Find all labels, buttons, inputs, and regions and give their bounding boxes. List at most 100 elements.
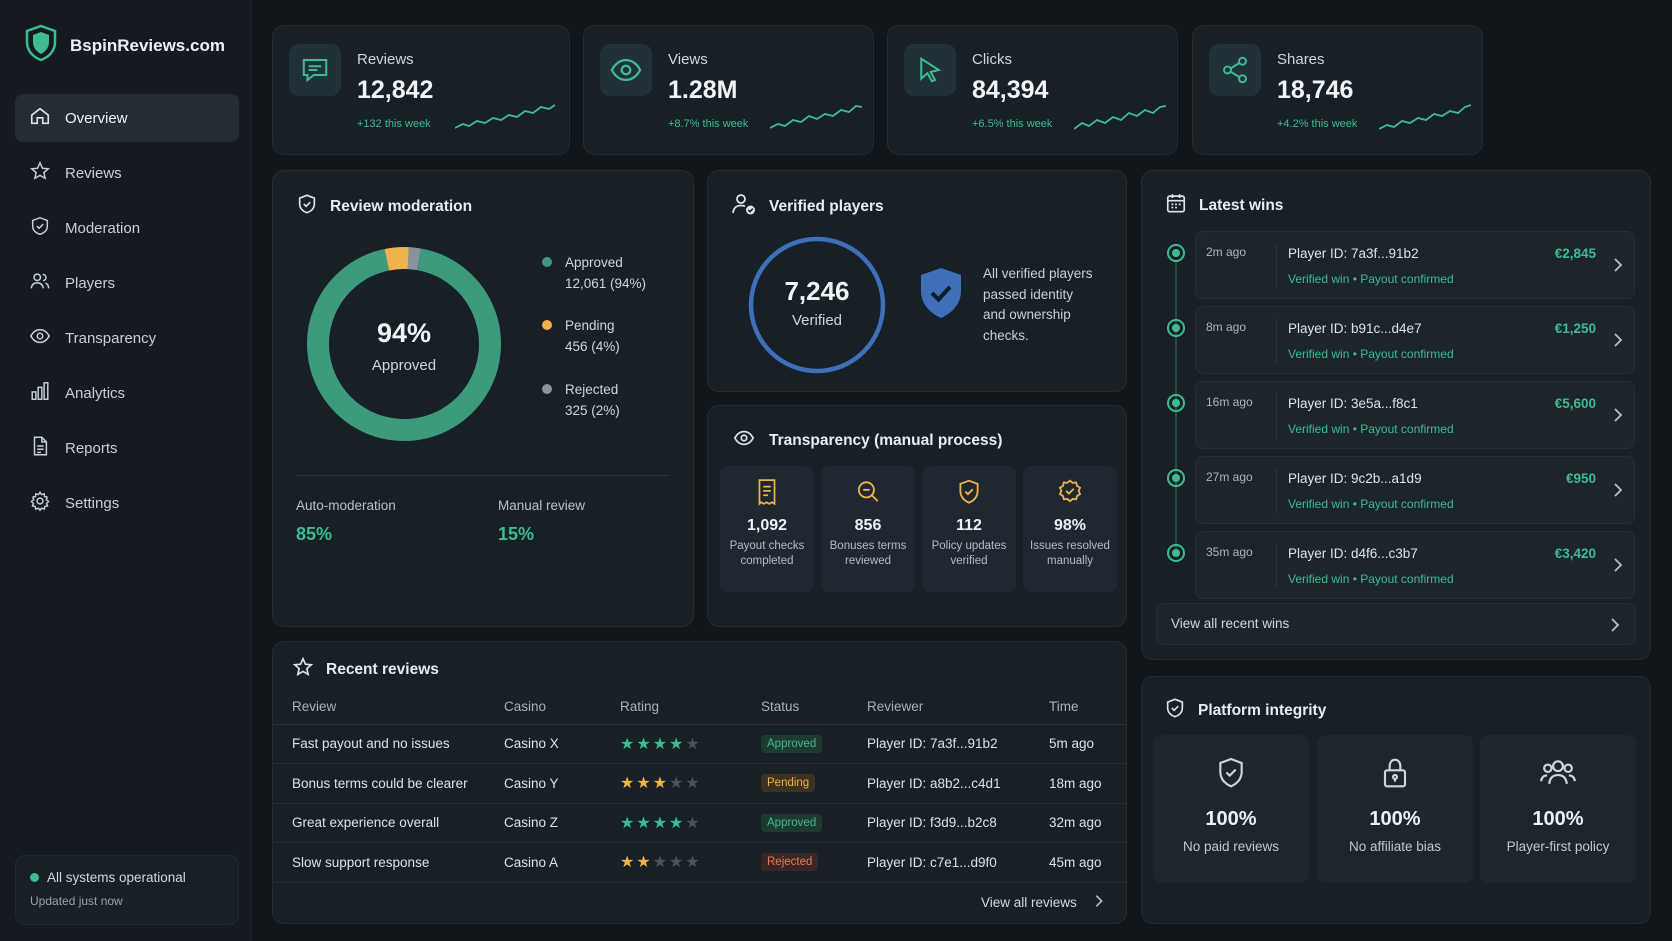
stat-change: +4.2% this week <box>1277 118 1358 130</box>
table-row[interactable]: Bonus terms could be clearer Casino Y ★ ★ ★ ★… <box>272 763 1126 804</box>
status-cell: Pending <box>741 763 847 804</box>
donut-segment-rejected <box>407 247 421 271</box>
table-header-row: Review Casino Rating Status Reviewer Tim… <box>272 690 1126 725</box>
nav-item-reviews[interactable]: Reviews <box>15 149 239 197</box>
rating-star-icon: ★ <box>652 854 668 872</box>
integrity-no-affiliate-bias: 100% No affiliate bias <box>1317 735 1473 883</box>
view-all-wins-label: View all recent wins <box>1171 616 1290 631</box>
reviewer-id: Player ID: c7e1...d9f0 <box>847 842 1029 883</box>
sidebar: BspinReviews.com Overview Reviews Modera… <box>0 0 252 941</box>
nav-item-transparency[interactable]: Transparency <box>15 314 239 362</box>
nav-item-settings[interactable]: Settings <box>15 479 239 527</box>
nav-item-label: Reviews <box>65 164 122 182</box>
lock-icon <box>1379 758 1411 795</box>
legend-dot <box>542 384 552 394</box>
shield-logo-icon <box>24 24 58 67</box>
legend-rejected: Rejected 325 (2%) <box>542 379 620 421</box>
review-time: 32m ago <box>1029 803 1126 843</box>
brand[interactable]: BspinReviews.com <box>24 24 225 67</box>
legend-approved: Approved 12,061 (94%) <box>542 252 646 294</box>
document-icon <box>29 435 51 461</box>
status-cell: Rejected <box>741 842 847 883</box>
nav-item-label: Players <box>65 274 116 292</box>
nav-item-label: Moderation <box>65 219 141 237</box>
table-row[interactable]: Great experience overall Casino Z ★ ★ ★ ★ ★ App… <box>272 803 1126 843</box>
chevron-right-icon <box>1609 616 1621 639</box>
nav-item-label: Reports <box>65 439 118 457</box>
rating-star-icon: ★ <box>685 775 700 793</box>
home-icon <box>29 105 51 131</box>
auto-moderation-value: 85% <box>296 524 333 544</box>
main-nav: Overview Reviews Moderation Players Tran… <box>15 94 239 534</box>
status-dot <box>30 873 39 882</box>
review-time: 45m ago <box>1029 842 1126 883</box>
rating-star-icon: ★ <box>636 735 651 753</box>
nav-item-label: Transparency <box>65 329 157 347</box>
rating-star-icon: ★ <box>652 814 668 832</box>
win-item[interactable]: 35m ago Player ID: d4f6...c3b7 Verified … <box>1195 531 1635 599</box>
rating-stars: ★ ★ ★ ★ ★ <box>600 724 741 764</box>
win-item[interactable]: 8m ago Player ID: b91c...d4e7 Verified w… <box>1195 306 1635 374</box>
transparency-payout-checks: 1,092 Payout checks completed <box>720 466 814 592</box>
stat-card-reviews[interactable]: Reviews 12,842 +132 this week <box>272 25 570 155</box>
rating-star-icon: ★ <box>620 814 635 832</box>
stat-label: Reviews <box>357 51 414 68</box>
divider <box>1276 319 1277 363</box>
stat-card-shares[interactable]: Shares 18,746 +4.2% this week <box>1192 25 1483 155</box>
view-all-reviews-link[interactable]: View all reviews <box>981 893 1105 912</box>
nav-item-players[interactable]: Players <box>15 259 239 307</box>
sparkline <box>770 105 862 129</box>
column-header: Status <box>741 690 847 725</box>
review-moderation-title: Review moderation <box>296 192 472 221</box>
verified-players-title: Verified players <box>731 192 884 221</box>
manual-review-value: 15% <box>498 524 535 544</box>
rating-star-icon: ★ <box>636 814 651 832</box>
auto-moderation-label: Auto-moderation <box>296 498 396 513</box>
approval-donut-chart <box>307 247 501 441</box>
chevron-right-icon <box>1612 556 1624 579</box>
manual-review-label: Manual review <box>498 498 586 513</box>
column-header: Rating <box>600 690 741 725</box>
nav-item-overview[interactable]: Overview <box>15 94 239 142</box>
review-text: Bonus terms could be clearer <box>272 763 484 804</box>
casino-name: Casino Z <box>484 803 600 843</box>
win-item[interactable]: 16m ago Player ID: 3e5a...f8c1 Verified … <box>1195 381 1635 449</box>
star-icon <box>29 160 51 186</box>
status-cell: Approved <box>741 803 847 843</box>
chevron-right-icon <box>1612 331 1624 354</box>
shield-check-icon <box>1164 696 1186 725</box>
nav-item-reports[interactable]: Reports <box>15 424 239 472</box>
verified-ring <box>748 236 886 374</box>
table-row[interactable]: Slow support response Casino A ★ ★ ★ ★ ★ Reject… <box>272 842 1126 883</box>
shield-check-icon <box>918 266 964 325</box>
timeline-dot <box>1167 394 1185 412</box>
chevron-right-icon <box>1093 893 1105 912</box>
latest-wins-title: Latest wins <box>1165 192 1283 219</box>
stat-card-views[interactable]: Views 1.28M +8.7% this week <box>583 25 874 155</box>
stat-card-clicks[interactable]: Clicks 84,394 +6.5% this week <box>887 25 1178 155</box>
chevron-right-icon <box>1612 256 1624 279</box>
rating-star-icon: ★ <box>652 735 668 753</box>
legend-pending: Pending 456 (4%) <box>542 315 620 357</box>
recent-reviews-title: Recent reviews <box>292 656 439 683</box>
nav-item-analytics[interactable]: Analytics <box>15 369 239 417</box>
transparency-issues-resolved: 98% Issues resolved manually <box>1023 466 1117 592</box>
view-all-wins-button[interactable]: View all recent wins <box>1156 603 1636 645</box>
share-icon <box>1209 44 1261 96</box>
rating-star-icon: ★ <box>669 735 684 753</box>
rating-star-icon: ★ <box>669 775 684 793</box>
win-item[interactable]: 2m ago Player ID: 7a3f...91b2 Verified w… <box>1195 231 1635 299</box>
stat-label: Views <box>668 51 708 68</box>
donut-segment-approved <box>307 248 501 441</box>
donut-center-label: Approved <box>371 357 437 374</box>
review-text: Great experience overall <box>272 803 484 843</box>
status-badge: Approved <box>761 734 823 753</box>
eye-icon <box>600 44 652 96</box>
win-item[interactable]: 27m ago Player ID: 9c2b...a1d9 Verified … <box>1195 456 1635 524</box>
table-row[interactable]: Fast payout and no issues Casino X ★ ★ ★ ★ ★ Ap… <box>272 724 1126 764</box>
status-badge: Approved <box>761 813 823 832</box>
divider <box>296 475 670 476</box>
shield-check-icon <box>956 479 982 510</box>
nav-item-label: Settings <box>65 494 120 512</box>
nav-item-moderation[interactable]: Moderation <box>15 204 239 252</box>
